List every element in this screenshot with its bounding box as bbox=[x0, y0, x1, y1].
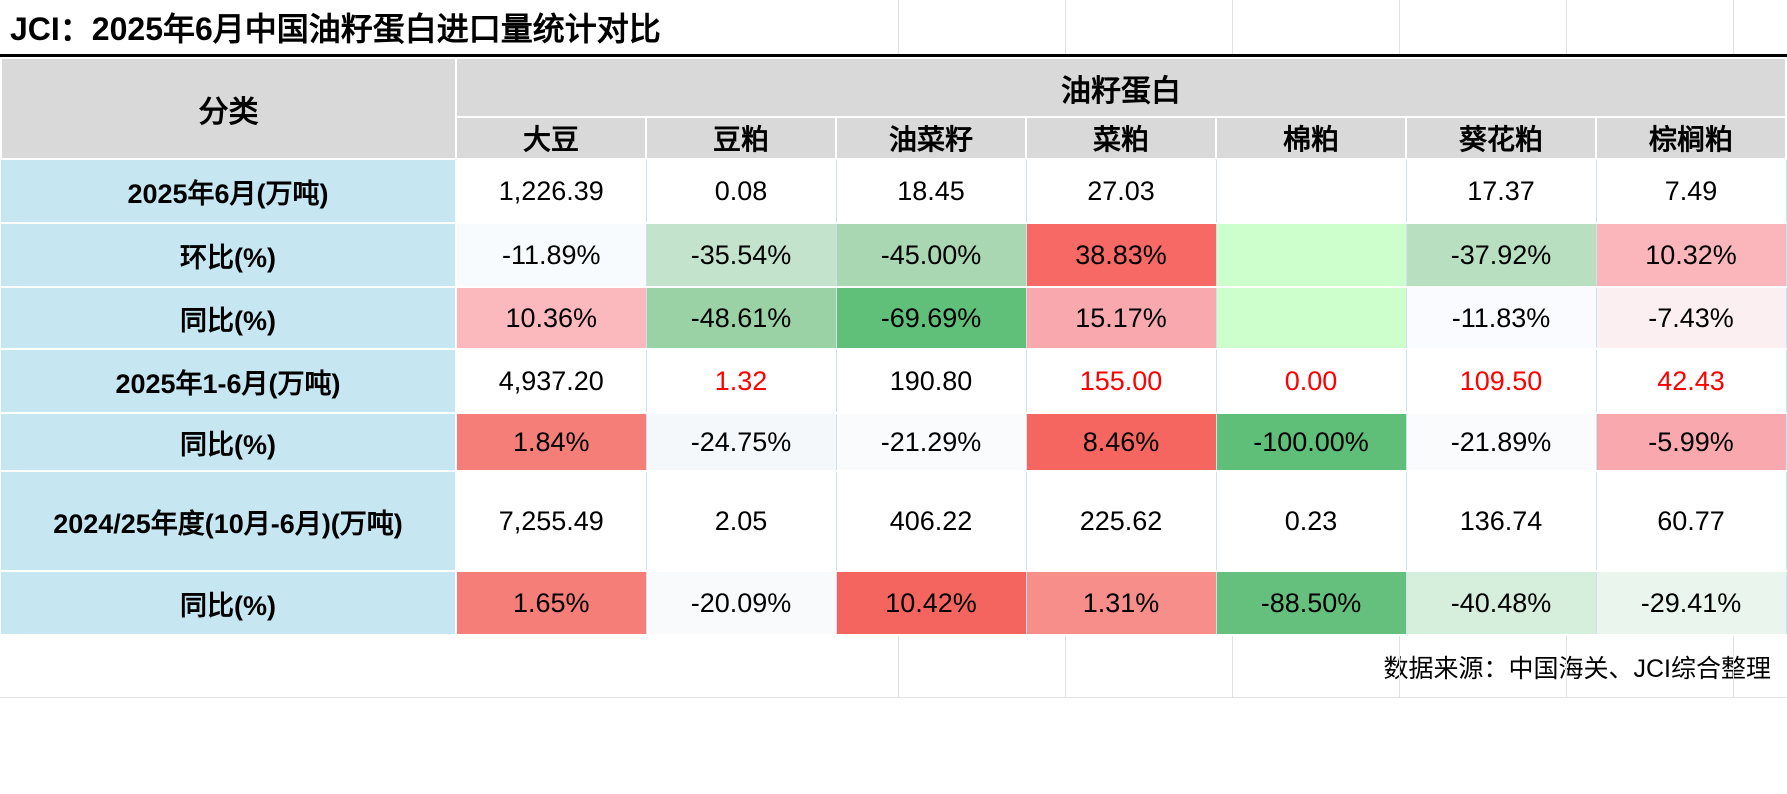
row-label: 2025年1-6月(万吨) bbox=[1, 348, 457, 414]
table-row: 2025年6月(万吨) 1,226.39 0.08 18.45 27.03 17.37 7.… bbox=[1, 158, 1787, 224]
gridline bbox=[1065, 0, 1066, 54]
row-label: 2024/25年度(10月-6月)(万吨) bbox=[1, 470, 457, 572]
value-cell: -11.89% bbox=[455, 222, 647, 288]
column-header-3: 油菜籽 bbox=[835, 116, 1027, 160]
value-cell: -21.29% bbox=[835, 412, 1027, 472]
value-cell: 17.37 bbox=[1405, 158, 1597, 224]
row-label: 同比(%) bbox=[1, 412, 457, 472]
table-row: 2024/25年度(10月-6月)(万吨) 7,255.49 2.05 406.22 2… bbox=[1, 470, 1787, 572]
value-cell: 7,255.49 bbox=[455, 470, 647, 572]
title-bar: JCI：2025年6月中国油籽蛋白进口量统计对比 bbox=[0, 0, 1787, 57]
gridline bbox=[1065, 636, 1066, 697]
value-cell: 42.43 bbox=[1595, 348, 1787, 414]
value-cell: 225.62 bbox=[1025, 470, 1217, 572]
value-cell: 2.05 bbox=[645, 470, 837, 572]
value-cell: 155.00 bbox=[1025, 348, 1217, 414]
gridline bbox=[1232, 0, 1233, 54]
value-cell: -45.00% bbox=[835, 222, 1027, 288]
gridline bbox=[1399, 0, 1400, 54]
value-cell: -21.89% bbox=[1405, 412, 1597, 472]
column-header-2: 豆粕 bbox=[645, 116, 837, 160]
value-cell: -7.43% bbox=[1595, 286, 1787, 350]
column-header-5: 棉粕 bbox=[1215, 116, 1407, 160]
gridline bbox=[1399, 636, 1400, 697]
value-cell: 1.31% bbox=[1025, 570, 1217, 636]
value-cell: 8.46% bbox=[1025, 412, 1217, 472]
value-cell: -37.92% bbox=[1405, 222, 1597, 288]
gridline bbox=[1566, 636, 1567, 697]
value-cell: 0.00 bbox=[1215, 348, 1407, 414]
group-header: 油籽蛋白 bbox=[455, 57, 1787, 118]
value-cell: 10.36% bbox=[455, 286, 647, 350]
column-header-7: 棕榈粕 bbox=[1595, 116, 1787, 160]
row-label: 2025年6月(万吨) bbox=[1, 158, 457, 224]
row-label: 同比(%) bbox=[1, 286, 457, 350]
value-cell: -29.41% bbox=[1595, 570, 1787, 636]
value-cell: -5.99% bbox=[1595, 412, 1787, 472]
column-header-row: 大豆 豆粕 油菜籽 菜粕 棉粕 葵花粕 棕榈粕 bbox=[1, 116, 1787, 160]
value-cell: 1.32 bbox=[645, 348, 837, 414]
column-header-4: 菜粕 bbox=[1025, 116, 1217, 160]
import-comparison-table: 分类 油籽蛋白 大豆 豆粕 油菜籽 菜粕 棉粕 葵花粕 棕榈粕 2025年6月(万吨) 1,2… bbox=[0, 57, 1787, 636]
value-cell: 18.45 bbox=[835, 158, 1027, 224]
value-cell: -11.83% bbox=[1405, 286, 1597, 350]
category-header: 分类 bbox=[0, 57, 457, 160]
gridline bbox=[898, 636, 899, 697]
row-label: 同比(%) bbox=[1, 570, 457, 636]
table-row: 同比(%) 1.84% -24.75% -21.29% 8.46% -100.00% -21… bbox=[1, 412, 1787, 472]
value-cell bbox=[1215, 158, 1407, 224]
value-cell: -69.69% bbox=[835, 286, 1027, 350]
value-cell: 27.03 bbox=[1025, 158, 1217, 224]
gridline bbox=[898, 0, 899, 54]
value-cell: 190.80 bbox=[835, 348, 1027, 414]
gridline bbox=[1733, 0, 1734, 54]
value-cell: -88.50% bbox=[1215, 570, 1407, 636]
value-cell: 109.50 bbox=[1405, 348, 1597, 414]
value-cell: 10.42% bbox=[835, 570, 1027, 636]
gridline bbox=[1733, 636, 1734, 697]
value-cell: 10.32% bbox=[1595, 222, 1787, 288]
table-row: 环比(%) -11.89% -35.54% -45.00% 38.83% -37.92% 1… bbox=[1, 222, 1787, 288]
value-cell: -40.48% bbox=[1405, 570, 1597, 636]
gridline bbox=[1232, 636, 1233, 697]
value-cell: 15.17% bbox=[1025, 286, 1217, 350]
value-cell: 0.23 bbox=[1215, 470, 1407, 572]
column-header-1: 大豆 bbox=[455, 116, 647, 160]
value-cell: 406.22 bbox=[835, 470, 1027, 572]
column-header-6: 葵花粕 bbox=[1405, 116, 1597, 160]
value-cell: 1,226.39 bbox=[455, 158, 647, 224]
value-cell: 1.65% bbox=[455, 570, 647, 636]
row-label: 环比(%) bbox=[1, 222, 457, 288]
value-cell: -48.61% bbox=[645, 286, 837, 350]
table-row: 同比(%) 1.65% -20.09% 10.42% 1.31% -88.50% -40.4… bbox=[1, 570, 1787, 636]
value-cell: -100.00% bbox=[1215, 412, 1407, 472]
footer: 数据来源：中国海关、JCI综合整理 bbox=[0, 636, 1787, 698]
value-cell: 4,937.20 bbox=[455, 348, 647, 414]
table-row: 同比(%) 10.36% -48.61% -69.69% 15.17% -11.83% -7… bbox=[1, 286, 1787, 350]
value-cell bbox=[1215, 222, 1407, 288]
gridline bbox=[1566, 0, 1567, 54]
value-cell: 60.77 bbox=[1595, 470, 1787, 572]
value-cell: -24.75% bbox=[645, 412, 837, 472]
group-header-row: 分类 油籽蛋白 bbox=[0, 57, 1787, 160]
value-cell: 136.74 bbox=[1405, 470, 1597, 572]
page-title: JCI：2025年6月中国油籽蛋白进口量统计对比 bbox=[10, 11, 661, 47]
value-cell: -20.09% bbox=[645, 570, 837, 636]
value-cell: 7.49 bbox=[1595, 158, 1787, 224]
value-cell: 38.83% bbox=[1025, 222, 1217, 288]
value-cell: -35.54% bbox=[645, 222, 837, 288]
value-cell bbox=[1215, 286, 1407, 350]
data-source-note: 数据来源：中国海关、JCI综合整理 bbox=[1383, 654, 1771, 683]
table-row: 2025年1-6月(万吨) 4,937.20 1.32 190.80 155.00 0.0… bbox=[1, 348, 1787, 414]
value-cell: 0.08 bbox=[645, 158, 837, 224]
value-cell: 1.84% bbox=[455, 412, 647, 472]
